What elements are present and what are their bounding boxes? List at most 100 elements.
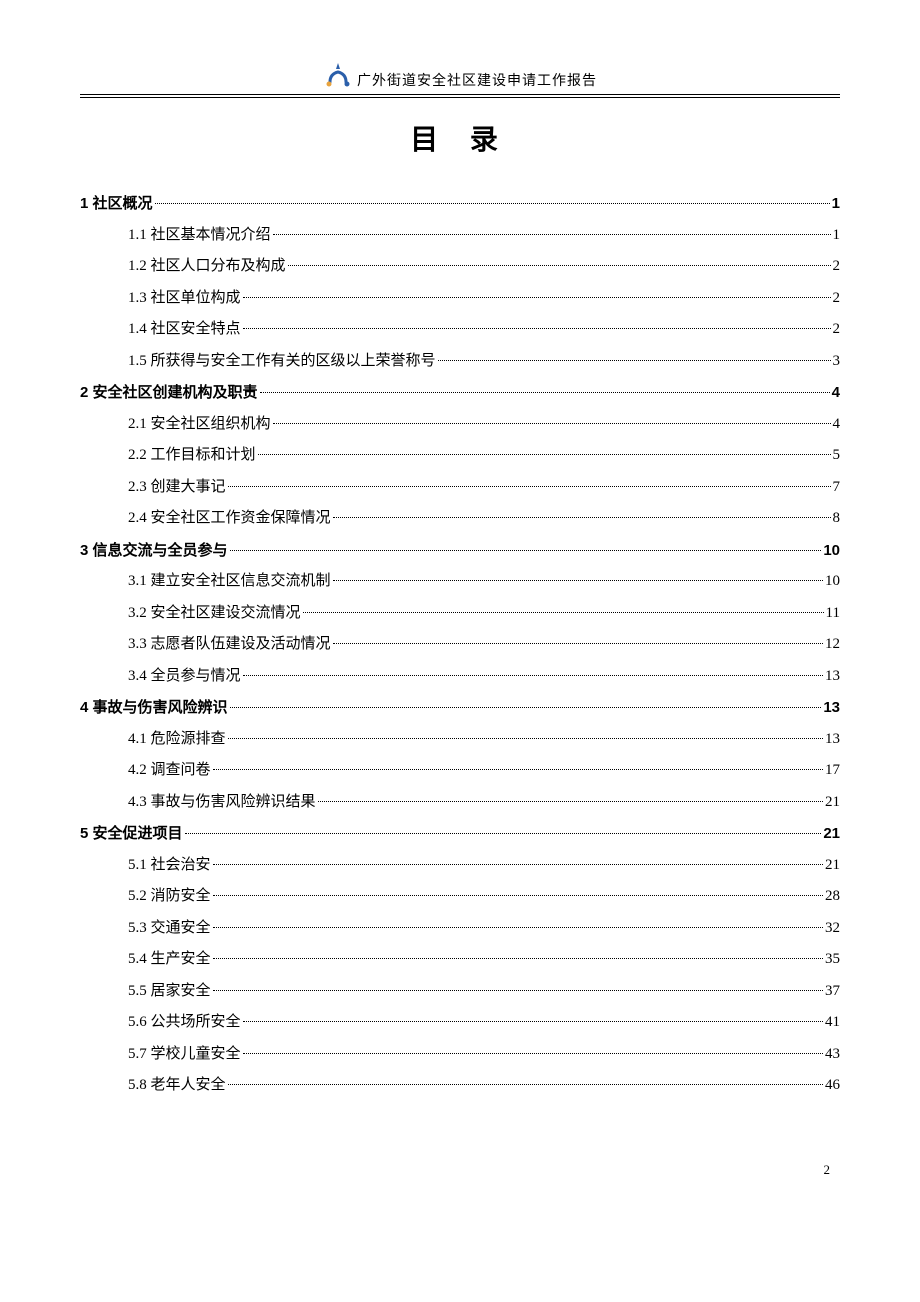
toc-item: 1.3 社区单位构成2 (80, 283, 840, 315)
toc-item-page: 17 (825, 755, 840, 787)
toc-dots (318, 801, 823, 802)
toc-item: 3.1 建立安全社区信息交流机制10 (80, 566, 840, 598)
toc-item-page: 21 (823, 818, 840, 850)
toc-item: 5.6 公共场所安全 41 (80, 1007, 840, 1039)
toc-title: 目 录 (80, 118, 840, 158)
toc-item-label: 5.2 消防安全 (128, 881, 211, 913)
toc-item-label: 5.8 老年人安全 (128, 1070, 226, 1102)
toc-item: 5 安全促进项目 21 (80, 818, 840, 850)
toc-dots (213, 769, 823, 770)
toc-item-page: 2 (833, 251, 841, 283)
toc-item: 3 信息交流与全员参与 10 (80, 535, 840, 567)
toc-dots (228, 738, 823, 739)
toc-item-page: 4 (832, 377, 840, 409)
toc-item-label: 4.2 调查问卷 (128, 755, 211, 787)
toc-item-page: 1 (833, 220, 841, 252)
toc-dots (243, 328, 831, 329)
toc-item-label: 2.2 工作目标和计划 (128, 440, 256, 472)
toc-item-label: 4.3 事故与伤害风险辨识结果 (128, 787, 316, 819)
toc-dots (243, 675, 823, 676)
toc-dots (333, 517, 831, 518)
header-subtitle: 广外街道安全社区建设申请工作报告 (357, 70, 597, 90)
toc-item: 5.4 生产安全 35 (80, 944, 840, 976)
toc-dots (260, 392, 830, 393)
toc-item-label: 1 社区概况 (80, 188, 153, 220)
toc-item-page: 35 (825, 944, 840, 976)
toc-dots (288, 265, 831, 266)
toc-item: 5.8 老年人安全 46 (80, 1070, 840, 1102)
toc-item-label: 1.2 社区人口分布及构成 (128, 251, 286, 283)
toc-item: 4 事故与伤害风险辨识 13 (80, 692, 840, 724)
toc-item: 4.2 调查问卷 17 (80, 755, 840, 787)
toc-item-page: 3 (833, 346, 841, 378)
toc-item: 1.2 社区人口分布及构成 2 (80, 251, 840, 283)
toc-item-label: 2.4 安全社区工作资金保障情况 (128, 503, 331, 535)
header-rule-thin (80, 97, 840, 98)
toc-item: 4.1 危险源排查 13 (80, 724, 840, 756)
toc-item: 1.4 社区安全特点2 (80, 314, 840, 346)
toc-list: 1 社区概况11.1 社区基本情况介绍11.2 社区人口分布及构成21.3 社区… (80, 188, 840, 1102)
toc-item-label: 4.1 危险源排查 (128, 724, 226, 756)
toc-item-label: 3.3 志愿者队伍建设及活动情况 (128, 629, 331, 661)
toc-item-page: 4 (833, 409, 841, 441)
toc-item-page: 41 (825, 1007, 840, 1039)
toc-item-label: 2.1 安全社区组织机构 (128, 409, 271, 441)
toc-item: 2.2 工作目标和计划5 (80, 440, 840, 472)
toc-item: 1.1 社区基本情况介绍 1 (80, 220, 840, 252)
toc-item-page: 28 (825, 881, 840, 913)
document-header: 广外街道安全社区建设申请工作报告 (80, 60, 840, 98)
header-rule-thick (80, 94, 840, 95)
toc-dots (303, 612, 824, 613)
toc-item: 1.5 所获得与安全工作有关的区级以上荣誉称号 3 (80, 346, 840, 378)
toc-item-label: 3 信息交流与全员参与 (80, 535, 228, 567)
toc-dots (243, 1021, 823, 1022)
toc-item-label: 5.6 公共场所安全 (128, 1007, 241, 1039)
toc-item-page: 37 (825, 976, 840, 1008)
toc-dots (333, 643, 823, 644)
toc-item-label: 1.1 社区基本情况介绍 (128, 220, 271, 252)
toc-item-label: 5.4 生产安全 (128, 944, 211, 976)
toc-item: 2.3 创建大事记7 (80, 472, 840, 504)
toc-item-page: 21 (825, 787, 840, 819)
toc-item-label: 1.3 社区单位构成 (128, 283, 241, 315)
toc-item-page: 1 (832, 188, 840, 220)
toc-item-page: 32 (825, 913, 840, 945)
toc-item-page: 10 (823, 535, 840, 567)
logo-icon (323, 60, 353, 90)
toc-item-label: 1.5 所获得与安全工作有关的区级以上荣誉称号 (128, 346, 436, 378)
toc-dots (438, 360, 831, 361)
toc-item-label: 5.3 交通安全 (128, 913, 211, 945)
toc-dots (243, 1053, 823, 1054)
toc-dots (213, 927, 823, 928)
toc-item: 1 社区概况 1 (80, 188, 840, 220)
toc-item-page: 13 (823, 692, 840, 724)
toc-item-page: 11 (826, 598, 840, 630)
header-logo-line: 广外街道安全社区建设申请工作报告 (80, 60, 840, 90)
toc-item-label: 5.7 学校儿童安全 (128, 1039, 241, 1071)
toc-item-label: 2 安全社区创建机构及职责 (80, 377, 258, 409)
toc-item-label: 5 安全促进项目 (80, 818, 183, 850)
toc-dots (230, 707, 822, 708)
toc-dots (213, 895, 823, 896)
toc-item-page: 13 (825, 724, 840, 756)
toc-dots (155, 203, 830, 204)
page-number: 2 (80, 1162, 840, 1178)
toc-item: 3.3 志愿者队伍建设及活动情况12 (80, 629, 840, 661)
toc-dots (258, 454, 831, 455)
toc-item: 2.4 安全社区工作资金保障情况 8 (80, 503, 840, 535)
toc-dots (213, 958, 823, 959)
toc-dots (230, 550, 822, 551)
toc-dots (273, 234, 831, 235)
toc-item-label: 4 事故与伤害风险辨识 (80, 692, 228, 724)
toc-item: 4.3 事故与伤害风险辨识结果 21 (80, 787, 840, 819)
toc-item-label: 2.3 创建大事记 (128, 472, 226, 504)
toc-item-page: 21 (825, 850, 840, 882)
toc-item-page: 8 (833, 503, 841, 535)
toc-item-page: 46 (825, 1070, 840, 1102)
toc-item-label: 3.1 建立安全社区信息交流机制 (128, 566, 331, 598)
toc-item: 5.2 消防安全 28 (80, 881, 840, 913)
toc-item-label: 5.5 居家安全 (128, 976, 211, 1008)
toc-item-page: 13 (825, 661, 840, 693)
toc-item-label: 3.2 安全社区建设交流情况 (128, 598, 301, 630)
toc-item: 2.1 安全社区组织机构 4 (80, 409, 840, 441)
